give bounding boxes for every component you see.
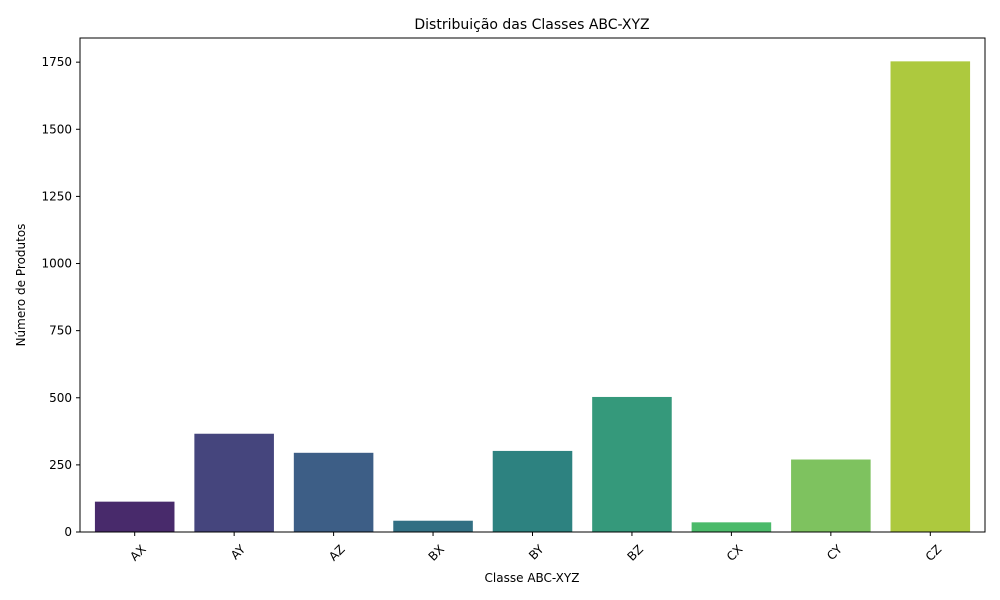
x-tick-label: AX bbox=[127, 542, 149, 564]
bar-by bbox=[492, 450, 573, 532]
x-tick-label: AZ bbox=[326, 542, 348, 564]
y-tick-label: 1000 bbox=[41, 257, 72, 271]
bar-cx bbox=[691, 522, 772, 532]
plot-frame bbox=[79, 37, 986, 533]
bar-ax bbox=[94, 501, 175, 532]
y-tick-label: 0 bbox=[64, 525, 72, 539]
y-axis-ticks: 0 250 500 750 1000 1250 1500 1750 bbox=[41, 55, 80, 539]
bar-cz bbox=[890, 61, 971, 533]
bar-az bbox=[293, 452, 374, 532]
y-tick-label: 500 bbox=[49, 391, 72, 405]
y-tick-label: 1250 bbox=[41, 189, 72, 203]
y-tick-label: 1750 bbox=[41, 55, 72, 69]
x-tick-label: AY bbox=[228, 542, 249, 563]
x-tick-label: CZ bbox=[923, 542, 945, 564]
bar-bx bbox=[393, 520, 473, 532]
x-tick-label: CX bbox=[724, 542, 746, 564]
x-axis-label: Classe ABC-XYZ bbox=[485, 571, 580, 585]
y-axis-label: Número de Produtos bbox=[14, 224, 28, 347]
x-axis-ticks: AX AY AZ BX BY BZ CX CY CZ bbox=[127, 532, 944, 564]
y-tick-label: 750 bbox=[49, 324, 72, 338]
y-tick-label: 1500 bbox=[41, 122, 72, 136]
y-tick-label: 250 bbox=[49, 458, 72, 472]
bars-group bbox=[94, 61, 971, 533]
bar-cy bbox=[791, 459, 871, 532]
x-tick-label: BX bbox=[426, 542, 448, 564]
bar-bz bbox=[592, 396, 672, 532]
x-tick-label: BZ bbox=[624, 542, 646, 564]
chart-title: Distribuição das Classes ABC-XYZ bbox=[414, 17, 649, 33]
x-tick-label: BY bbox=[526, 542, 547, 563]
x-tick-label: CY bbox=[824, 542, 845, 563]
bar-ay bbox=[194, 433, 274, 532]
